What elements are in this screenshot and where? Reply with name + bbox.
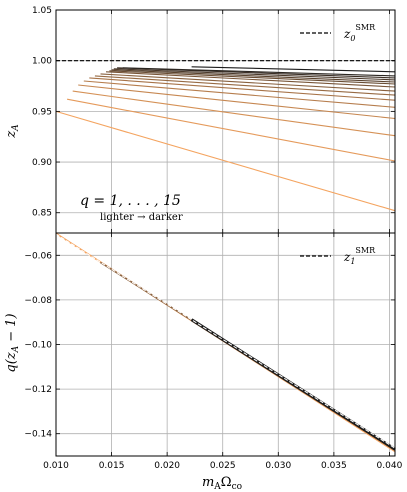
top-series-q7 <box>94 75 396 96</box>
xtick-label: 0.020 <box>154 461 180 471</box>
top-series-q4 <box>78 84 396 120</box>
lighter-darker-annotation: lighter → darker <box>100 212 183 223</box>
top-ytick-label: 1.00 <box>32 57 52 67</box>
top-panel: 0.85 0.90 0.95 1.00 1.05 <box>32 6 396 234</box>
bottom-panel: −0.14 −0.12 −0.10 −0.08 −0.06 0.010 0.015 0.020… <box>24 232 403 471</box>
top-series-q8 <box>100 73 396 92</box>
top-series-q10 <box>109 70 396 85</box>
top-ytick-label: 0.95 <box>32 107 52 117</box>
top-legend-label: z0SMR <box>343 23 376 43</box>
bottom-ytick-label: −0.12 <box>24 385 52 395</box>
top-series-q11 <box>111 69 396 83</box>
xtick-label: 0.015 <box>99 461 125 471</box>
top-ytick-label: 0.85 <box>32 209 52 219</box>
bottom-series-band <box>190 318 396 451</box>
top-series-q14 <box>122 67 396 77</box>
bottom-ytick-label: −0.08 <box>24 296 52 306</box>
bottom-xlabel: mAΩco <box>202 475 242 492</box>
top-series-q12 <box>113 68 396 81</box>
xtick-label: 0.040 <box>377 461 403 471</box>
bottom-ytick-label: −0.06 <box>24 251 52 261</box>
xtick-label: 0.025 <box>210 461 236 471</box>
top-ytick-label: 0.90 <box>32 158 52 168</box>
bottom-legend-label: z1SMR <box>343 246 376 266</box>
q-range-annotation: q = 1, . . . , 15 <box>80 193 181 209</box>
top-series-q2 <box>66 98 396 162</box>
top-series-q6 <box>89 77 396 101</box>
xtick-label: 0.010 <box>43 461 69 471</box>
bottom-ytick-label: −0.10 <box>24 341 52 351</box>
top-series-q9 <box>105 71 396 88</box>
top-series-q5 <box>83 80 396 108</box>
top-series-q3 <box>72 90 396 137</box>
bottom-reference-line <box>55 233 396 449</box>
top-series-q1 <box>55 110 396 212</box>
top-ytick-label: 1.05 <box>32 6 52 16</box>
top-ylabel: zA <box>4 124 21 139</box>
xtick-label: 0.035 <box>321 461 347 471</box>
top-series-q15 <box>191 66 396 73</box>
xtick-label: 0.030 <box>265 461 291 471</box>
bottom-ylabel: q(zA − 1) <box>4 313 21 372</box>
bottom-ytick-label: −0.14 <box>24 430 52 440</box>
